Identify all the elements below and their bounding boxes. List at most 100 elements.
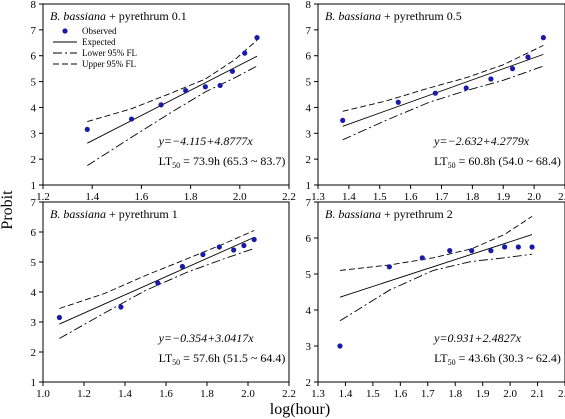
lt50-subscript: 50: [172, 358, 180, 367]
y-tick-label: 6: [31, 227, 37, 239]
lt50-prefix: LT: [434, 351, 448, 365]
y-tick-label: 6: [31, 51, 37, 63]
panel-title-species: B. bassiana: [50, 207, 106, 221]
lt50-prefix: LT: [159, 351, 173, 365]
observed-point: [488, 248, 494, 254]
panel-title-species: B. bassiana: [325, 207, 381, 221]
x-tick-label: 2.2: [282, 388, 296, 400]
plot-frame: [42, 3, 290, 186]
panel-title-treatment: + pyrethrum 0.1: [106, 9, 187, 23]
panel-title-species: B. bassiana: [325, 9, 381, 23]
y-tick-label: 6: [306, 233, 312, 245]
y-tick-label: 4: [306, 102, 312, 114]
lt50-text: LT50 = 57.6h (51.5 ~ 64.4): [159, 351, 286, 367]
observed-point: [56, 314, 63, 321]
observed-point: [254, 35, 260, 41]
observed-point: [502, 244, 508, 250]
lt50-value: = 43.6h (30.3 ~ 62.4): [456, 351, 561, 365]
legend-upper-label: Upper 95% FL: [82, 59, 136, 69]
x-tick-label: 1.3: [311, 388, 325, 400]
x-tick-label: 1.7: [435, 191, 449, 203]
lower-95-fl-line: [59, 248, 255, 339]
y-tick-label: 7: [31, 25, 37, 37]
observed-point: [128, 116, 135, 122]
x-tick-label: 1.8: [184, 191, 198, 203]
y-tick-label: 7: [306, 25, 312, 37]
observed-point: [463, 85, 469, 91]
x-tick-label: 1.8: [448, 388, 462, 400]
observed-point: [509, 66, 516, 72]
observed-point: [155, 280, 161, 286]
observed-point: [118, 304, 124, 310]
lt50-prefix: LT: [434, 154, 448, 168]
observed-point: [183, 88, 189, 94]
y-tick-label: 6: [306, 51, 312, 63]
observed-point: [231, 247, 237, 253]
x-tick-label: 2.1: [531, 388, 545, 400]
x-tick-label: 1.6: [159, 388, 173, 400]
x-tick-label: 1.4: [339, 388, 353, 400]
observed-point: [529, 244, 535, 250]
lt50-prefix: LT: [159, 154, 173, 168]
observed-point: [251, 236, 257, 243]
observed-point: [229, 68, 236, 74]
x-tick-label: 2.0: [233, 191, 247, 203]
y-tick-label: 1: [31, 377, 37, 389]
lt50-text: LT50 = 73.9h (65.3 ~ 83.7): [159, 154, 286, 170]
regression-equation: y=−0.354+3.0417x: [158, 331, 255, 345]
regression-equation: y=0.931+2.4827x: [433, 331, 522, 345]
y-tick-label: 3: [306, 341, 312, 353]
observed-point: [158, 102, 164, 108]
y-tick-label: 4: [31, 287, 37, 299]
y-tick-label: 3: [306, 128, 312, 140]
observed-point: [386, 264, 392, 270]
y-tick-label: 5: [306, 77, 312, 89]
legend-observed-label: Observed: [82, 26, 117, 36]
x-tick-label: 1.8: [466, 191, 480, 203]
y-tick-label: 8: [306, 0, 312, 11]
y-tick-label: 5: [306, 269, 312, 281]
lower-95-fl-line: [339, 253, 533, 322]
expected-line: [342, 53, 544, 127]
lt50-text: LT50 = 60.8h (54.0 ~ 68.4): [434, 154, 561, 170]
x-tick-label: 1.9: [476, 388, 490, 400]
plot-frame: [317, 201, 565, 383]
x-tick-label: 1.9: [496, 191, 510, 203]
x-tick-label: 1.5: [373, 191, 387, 203]
observed-point: [84, 126, 90, 133]
observed-point: [216, 244, 222, 250]
y-tick-label: 2: [31, 347, 37, 359]
panel-title: B. bassiana + pyrethrum 2: [325, 207, 453, 221]
x-tick-label: 1.6: [393, 388, 407, 400]
observed-point: [202, 84, 208, 90]
y-tick-label: 1: [31, 180, 37, 192]
x-tick-label: 1.4: [118, 388, 132, 400]
y-tick-label: 7: [31, 197, 37, 209]
x-tick-label: 1.8: [200, 388, 214, 400]
chart-panel-4: 1.3 1.4 1.5 1.6 1.7 1.8 1.9 2.0 2.1 2.2 2 3 4 5 6 7 B. b…: [306, 197, 565, 400]
legend-observed-marker: [62, 28, 68, 34]
observed-point: [488, 76, 494, 82]
x-tick-label: 2.2: [282, 191, 296, 203]
panel-title-treatment: + pyrethrum 2: [381, 207, 453, 221]
y-tick-label: 4: [306, 305, 312, 317]
lt50-subscript: 50: [448, 358, 456, 367]
upper-95-fl-line: [59, 230, 255, 309]
chart-panel-1: 1.2 1.4 1.6 1.8 2.0 2.2 1 2 3 4 5 6 7 8 B. bassiana + …: [31, 0, 296, 203]
panel-title: B. bassiana + pyrethrum 0.5: [325, 9, 462, 23]
lt50-text: LT50 = 43.6h (30.3 ~ 62.4): [434, 351, 561, 367]
legend-expected-label: Expected: [82, 37, 116, 47]
panel-title-species: B. bassiana: [50, 9, 106, 23]
observed-point: [447, 248, 453, 254]
lower-95-fl-line: [342, 65, 544, 141]
x-tick-label: 2.0: [241, 388, 255, 400]
x-tick-label: 1.0: [36, 388, 50, 400]
x-tick-label: 1.2: [77, 388, 91, 400]
expected-line: [339, 234, 533, 298]
regression-equation: y=−4.115+4.8777x: [158, 134, 254, 148]
regression-equation: y=−2.632+4.2779x: [433, 134, 530, 148]
x-tick-label: 1.4: [85, 191, 99, 203]
y-tick-label: 3: [31, 317, 37, 329]
